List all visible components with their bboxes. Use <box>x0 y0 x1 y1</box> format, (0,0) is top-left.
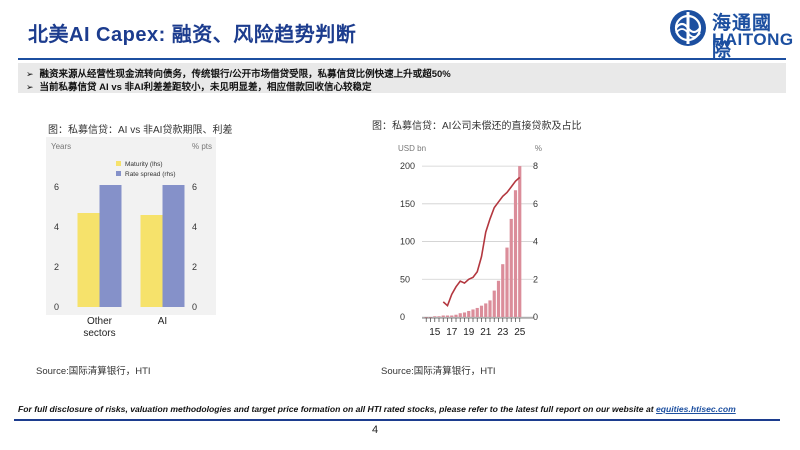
y-tick-right: 6 <box>533 199 538 209</box>
bar-loans <box>450 315 454 317</box>
bar-loans <box>496 280 501 317</box>
x-tick-label: 19 <box>463 327 475 338</box>
bar-loans <box>454 314 458 317</box>
bar-maturity <box>140 215 163 307</box>
haitong-logo: 海通國際 HAITONG <box>668 6 793 61</box>
y-tick-right: 2 <box>192 262 197 272</box>
bar-loans <box>467 310 471 317</box>
y-tick-right: 0 <box>533 312 538 322</box>
x-tick-label: Other <box>87 316 113 327</box>
bar-loans <box>445 315 450 317</box>
y-tick-right: 4 <box>533 237 538 247</box>
bar-loans <box>471 309 475 317</box>
bar-loans <box>501 264 505 317</box>
y-tick-right: 4 <box>192 222 197 232</box>
y-tick-left: 0 <box>400 312 405 322</box>
bar-loans <box>513 190 518 317</box>
y-tick-right: 6 <box>192 182 197 192</box>
bar-maturity <box>77 213 100 307</box>
logo-text-cn: 海通國際 <box>712 13 773 61</box>
legend-swatch <box>116 171 121 176</box>
bullet-text: 融资来源从经营性现金流转向债务，传统银行/公开市场借贷受限，私募信贷比例快速上升… <box>39 69 451 80</box>
bar-loans <box>462 312 467 317</box>
legend-label: Maturity (lhs) <box>125 161 163 168</box>
x-tick-label: sectors <box>83 328 115 339</box>
y-tick-left: 150 <box>400 199 415 209</box>
arrow-icon: ➢ <box>26 82 34 92</box>
y-tick-right: 2 <box>533 274 538 284</box>
disclaimer: For full disclosure of risks, valuation … <box>18 404 736 414</box>
right-axis-unit: % <box>535 144 542 153</box>
legend-swatch <box>116 161 121 166</box>
x-tick-label: 23 <box>497 327 509 338</box>
bar-loans <box>437 316 441 317</box>
bar-loans <box>484 303 488 317</box>
bar-spread <box>162 185 185 307</box>
x-tick-label: AI <box>158 316 167 327</box>
line-share <box>442 176 521 308</box>
right-chart-source: Source:国际清算银行，HTI <box>381 366 496 377</box>
bar-loans <box>492 290 496 317</box>
bar-spread <box>99 185 122 307</box>
bar-loans <box>424 317 428 318</box>
y-tick-left: 2 <box>54 262 59 272</box>
bar-loans <box>518 166 522 317</box>
y-tick-left: 6 <box>54 182 59 192</box>
legend-label: Rate spread (rhs) <box>125 171 176 178</box>
bar-loans <box>488 300 492 317</box>
bar-loans <box>433 316 437 317</box>
bullet-item: ➢ 当前私募信贷 AI vs 非AI利差差距较小，未见明显差，相应借款回收信心较稳… <box>26 79 372 93</box>
y-tick-left: 4 <box>54 222 59 232</box>
y-tick-right: 8 <box>533 161 538 171</box>
x-tick-label: 21 <box>480 327 492 338</box>
y-tick-left: 200 <box>400 161 415 171</box>
footer-divider <box>14 419 780 421</box>
ai-loans-chart: USD bn % 0 50 100 150 200 0 2 4 6 8 15 17 19 21 23 25 <box>392 137 552 342</box>
right-chart-caption: 图：私募信贷：AI公司未偿还的直接贷款及占比 <box>372 121 582 132</box>
y-tick-left: 0 <box>54 302 59 312</box>
right-axis-unit: % pts <box>192 142 212 151</box>
arrow-icon: ➢ <box>26 69 34 79</box>
x-tick-label: 25 <box>514 327 526 338</box>
bar-loans <box>441 315 445 317</box>
x-tick-label: 15 <box>429 327 441 338</box>
disclaimer-text: For full disclosure of risks, valuation … <box>18 404 656 414</box>
legend-box <box>110 157 192 183</box>
y-tick-left: 50 <box>400 274 410 284</box>
website-link[interactable]: equities.htisec.com <box>655 404 736 414</box>
bullet-item: ➢ 融资来源从经营性现金流转向债务，传统银行/公开市场借贷受限，私募信贷比例快速上… <box>26 66 451 80</box>
header-divider <box>18 58 786 60</box>
haitong-emblem-icon <box>670 10 706 46</box>
logo-text-en: HAITONG <box>712 30 794 49</box>
page-number: 4 <box>371 424 379 436</box>
bar-loans <box>505 247 509 317</box>
left-chart-source: Source:国际清算银行，HTI <box>36 366 151 377</box>
y-tick-right: 0 <box>192 302 197 312</box>
bar-loans <box>479 305 484 317</box>
x-tick-label: 17 <box>446 327 458 338</box>
left-axis-unit: Years <box>51 142 71 151</box>
page-title: 北美AI Capex: 融资、风险趋势判断 <box>28 24 357 46</box>
left-chart-caption: 图：私募信贷：AI vs 非AI贷款期限、利差 <box>48 125 233 136</box>
left-axis-unit: USD bn <box>398 144 426 153</box>
bar-loans <box>428 317 433 318</box>
summary-box: ➢ 融资来源从经营性现金流转向债务，传统银行/公开市场借贷受限，私募信贷比例快速上… <box>18 63 786 93</box>
bar-loans <box>458 313 462 317</box>
bar-loans <box>509 218 513 317</box>
y-tick-left: 100 <box>400 237 415 247</box>
plot-background <box>392 137 552 342</box>
bar-loans <box>475 307 479 317</box>
bullet-text: 当前私募信贷 AI vs 非AI利差差距较小，未见明显差，相应借款回收信心较稳定 <box>39 82 372 93</box>
